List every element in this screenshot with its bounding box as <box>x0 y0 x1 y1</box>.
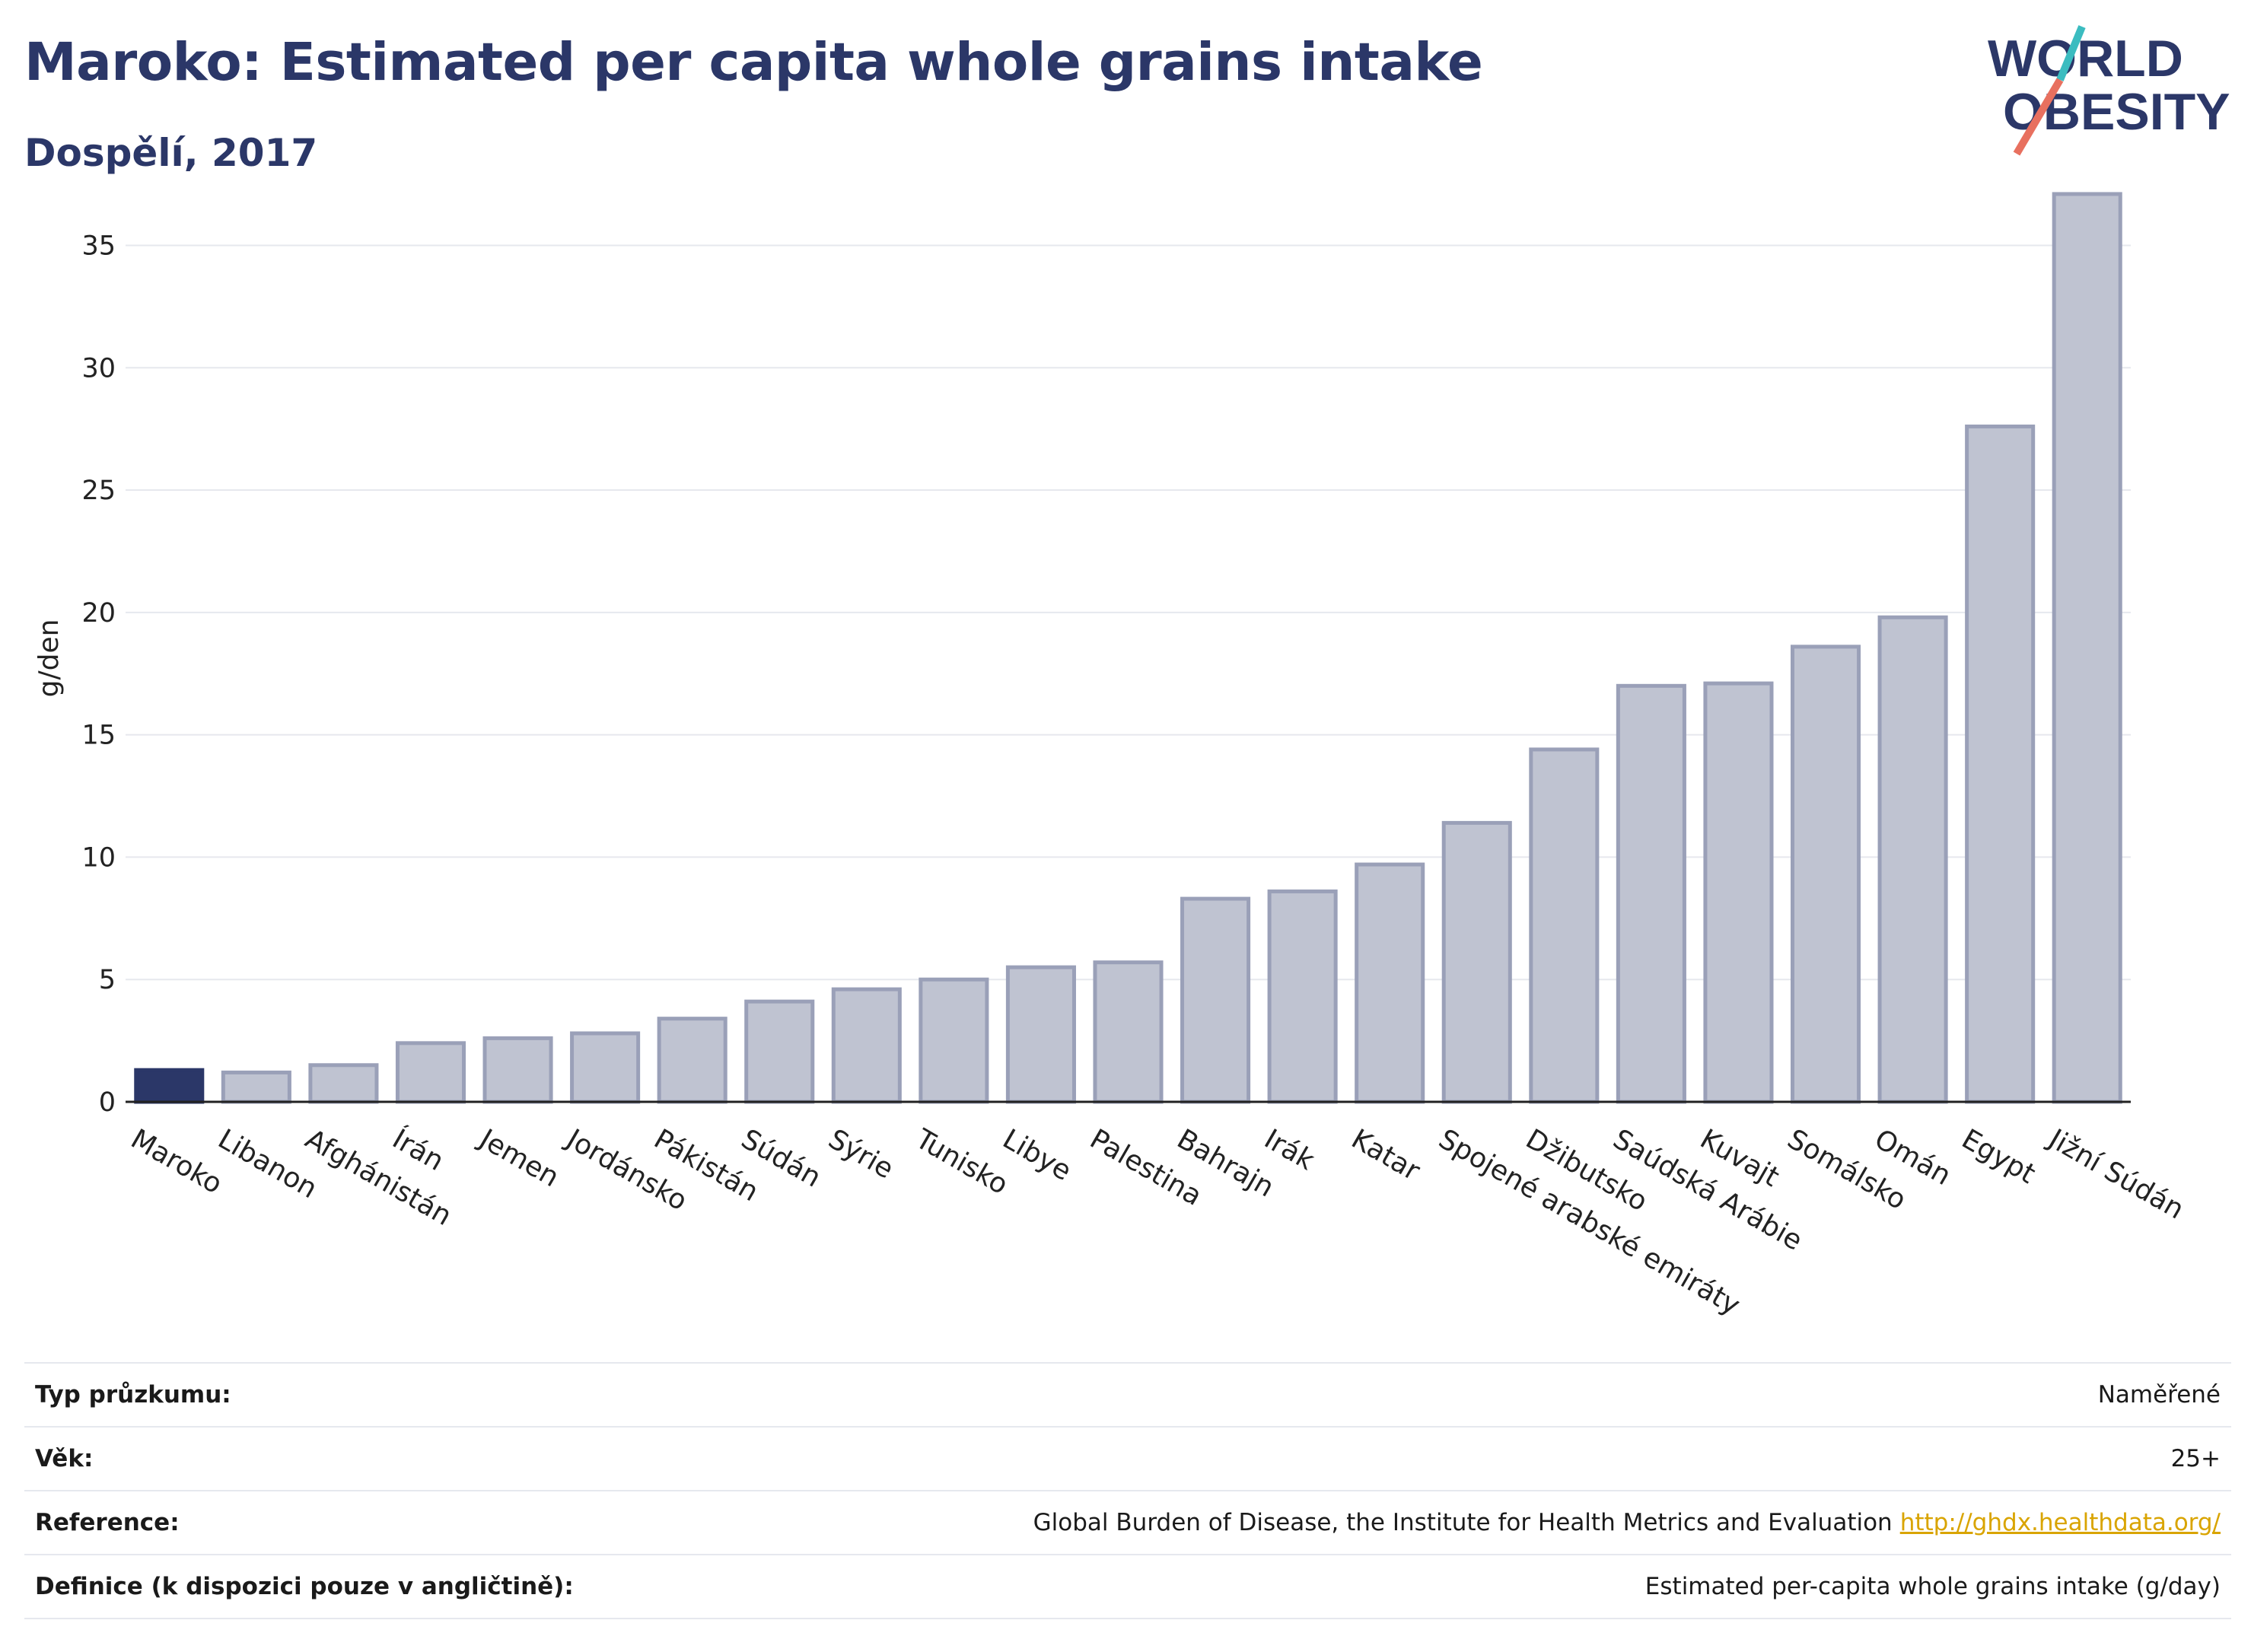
x-tick-label: Írán <box>387 1123 450 1178</box>
info-value-text: Estimated per-capita whole grains intake… <box>1644 1573 2221 1600</box>
y-tick-label: 5 <box>99 965 116 995</box>
bar-3 <box>395 1041 466 1104</box>
x-tick-label: Maroko <box>126 1123 228 1200</box>
bar-17 <box>1616 683 1686 1104</box>
info-row: Reference: Global Burden of Disease, the … <box>24 1490 2231 1554</box>
info-value-text: 25+ <box>2170 1445 2221 1472</box>
info-value: 25+ <box>2171 1445 2221 1472</box>
info-label: Typ průzkumu: <box>35 1381 231 1408</box>
bar-16 <box>1529 747 1600 1104</box>
info-label: Reference: <box>35 1509 180 1536</box>
x-tick-label: Jemen <box>473 1122 565 1193</box>
info-value-text: Global Burden of Disease, the Institute … <box>1033 1509 1893 1536</box>
world-obesity-logo: WORLD OBESITY <box>1988 25 2230 156</box>
x-tick-label: Jižní Súdán <box>2042 1122 2189 1225</box>
reference-link[interactable]: http://ghdx.healthdata.org/ <box>1899 1509 2221 1536</box>
bar-19 <box>1790 645 1861 1104</box>
bar-1 <box>221 1070 291 1104</box>
info-row: Definice (k dispozici pouze v angličtině… <box>24 1554 2231 1619</box>
y-tick-label: 30 <box>81 353 116 384</box>
info-value: Global Burden of Disease, the Institute … <box>1033 1509 2221 1536</box>
info-value-text: Naměřené <box>2097 1381 2221 1408</box>
x-tick-label: Egypt <box>1956 1123 2040 1189</box>
bar-18 <box>1703 681 1774 1104</box>
info-value: Estimated per-capita whole grains intake… <box>1645 1573 2221 1600</box>
info-table: Typ průzkumu: Naměřené Věk: 25+ Reference: Gl… <box>24 1362 2231 1619</box>
bar-8 <box>831 987 902 1104</box>
info-label: Věk: <box>35 1445 94 1472</box>
y-tick-label: 0 <box>99 1087 116 1118</box>
bar-7 <box>744 999 815 1104</box>
y-tick-label: 10 <box>81 842 116 873</box>
info-row: Věk: 25+ <box>24 1426 2231 1490</box>
x-tick-label: Spojené arabské emiráty <box>1433 1123 1745 1321</box>
x-tick-label: Sýrie <box>823 1123 899 1185</box>
bar-12 <box>1180 896 1251 1104</box>
bar-20 <box>1877 615 1948 1104</box>
bar-14 <box>1355 862 1425 1104</box>
bars-layer <box>134 192 2122 1104</box>
logo-slash-teal <box>2056 25 2086 81</box>
bar-9 <box>919 977 989 1104</box>
logo-slash-coral <box>2013 78 2064 156</box>
x-tick-label: Katar <box>1346 1123 1425 1187</box>
bar-10 <box>1005 965 1076 1104</box>
info-row: Typ průzkumu: Naměřené <box>24 1362 2231 1426</box>
y-axis-label: g/den <box>33 619 65 698</box>
bar-chart: 0 5 10 15 20 25 30 35 MarokoLibanonAfghánistánÍ… <box>33 192 2189 1322</box>
chart-subtitle: Dospělí, 2017 <box>24 131 318 175</box>
bar-5 <box>570 1031 641 1104</box>
bar-11 <box>1093 960 1164 1104</box>
logo-line-1: WORLD <box>1988 30 2183 88</box>
info-label: Definice (k dispozici pouze v angličtině… <box>35 1573 574 1600</box>
y-tick-label: 25 <box>81 476 116 506</box>
info-value: Naměřené <box>2098 1381 2221 1408</box>
y-ticks-layer: 0 5 10 15 20 25 30 35 <box>81 231 116 1118</box>
y-tick-label: 20 <box>81 598 116 629</box>
bar-21 <box>1965 424 2036 1104</box>
y-tick-label: 15 <box>81 721 116 751</box>
bar-22 <box>2052 192 2122 1104</box>
y-tick-label: 35 <box>81 231 116 261</box>
bar-13 <box>1267 889 1338 1104</box>
chart-title: Maroko: Estimated per capita whole grain… <box>24 32 1483 93</box>
bar-2 <box>308 1063 379 1104</box>
bar-15 <box>1441 820 1512 1104</box>
bar-4 <box>482 1036 553 1104</box>
x-tick-label: Libanon <box>213 1123 323 1205</box>
x-tick-label: Afghánistán <box>300 1123 457 1232</box>
bar-6 <box>657 1017 728 1104</box>
x-tick-label: Irák <box>1259 1123 1320 1176</box>
bar-0 <box>134 1068 205 1104</box>
x-tick-label: Tunisko <box>909 1123 1013 1201</box>
